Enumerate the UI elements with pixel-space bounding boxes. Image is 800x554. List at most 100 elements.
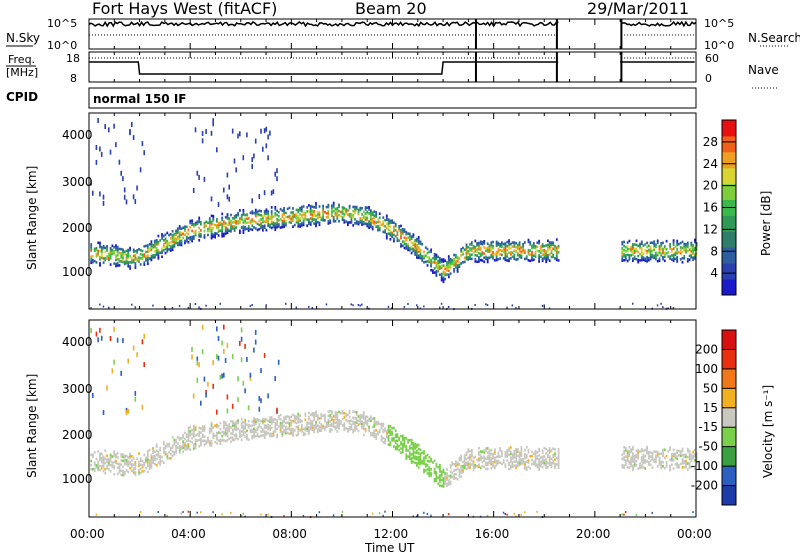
echo-cell <box>99 241 101 245</box>
echo-cell <box>451 475 454 479</box>
echo-cell <box>632 259 634 262</box>
echo-cell <box>146 470 149 474</box>
echo-cell <box>277 215 280 218</box>
echo-cell <box>281 426 284 429</box>
echo-cell <box>207 229 209 233</box>
echo-cell <box>270 420 273 423</box>
echo-cell <box>341 409 344 413</box>
echo-cell <box>168 442 170 446</box>
echo-cell <box>95 145 98 150</box>
echo-cell <box>640 458 643 461</box>
echo-cell <box>458 458 461 462</box>
echo-cell <box>456 461 459 465</box>
echo-cell <box>428 260 431 264</box>
echo-cell <box>672 259 675 263</box>
echo-cell <box>394 235 397 238</box>
echo-cell <box>460 247 463 251</box>
echo-cell <box>417 460 420 463</box>
echo-cell <box>513 450 516 453</box>
echo-cell <box>419 460 422 464</box>
echo-cell <box>288 416 291 419</box>
echo-cell <box>185 225 188 229</box>
echo-cell <box>240 438 243 441</box>
echo-cell <box>485 257 487 261</box>
echo-cell <box>417 458 420 461</box>
colorbar-swatch <box>722 349 736 370</box>
echo-cell <box>456 260 459 263</box>
echo-cell <box>511 241 514 244</box>
echo-cell <box>306 429 309 432</box>
echo-cell <box>478 463 480 466</box>
echo-cell <box>458 265 461 268</box>
echo-cell <box>191 219 193 222</box>
echo-cell <box>267 218 270 221</box>
echo-cell <box>552 447 555 450</box>
echo-cell <box>683 248 686 252</box>
echo-cell <box>474 260 477 263</box>
echo-cell <box>655 460 657 464</box>
echo-cell <box>108 457 110 461</box>
echo-cell <box>493 252 496 256</box>
echo-cell <box>219 223 222 226</box>
echo-cell <box>538 453 540 457</box>
echo-cell <box>155 463 158 467</box>
echo-cell <box>515 515 517 518</box>
echo-cell <box>348 428 351 431</box>
echo-cell <box>417 462 420 465</box>
echo-cell <box>309 425 312 429</box>
echo-cell <box>309 223 312 226</box>
echo-cell <box>439 474 441 477</box>
echo-cell <box>221 212 224 216</box>
echo-cell <box>676 461 679 465</box>
echo-cell <box>173 239 176 242</box>
echo-cell <box>373 419 376 422</box>
echo-cell <box>640 460 643 463</box>
echo-cell <box>417 242 420 245</box>
echo-cell <box>300 224 303 227</box>
echo-cell <box>465 463 468 467</box>
echo-cell <box>265 126 268 132</box>
echo-cell <box>389 221 392 225</box>
echo-cell <box>131 465 133 468</box>
echo-cell <box>102 465 105 469</box>
echo-cell <box>426 472 429 475</box>
echo-cell <box>373 425 376 428</box>
x-tick-label: 00:00 <box>70 527 105 541</box>
echo-cell <box>131 261 133 264</box>
echo-cell <box>632 448 634 451</box>
echo-cell <box>180 243 183 247</box>
echo-cell <box>412 452 415 455</box>
echo-cell <box>148 257 151 260</box>
echo-cell <box>407 449 409 452</box>
echo-cell <box>688 466 691 469</box>
echo-cell <box>536 451 539 454</box>
echo-cell <box>458 456 461 460</box>
echo-cell <box>387 424 390 428</box>
echo-cell <box>132 467 135 470</box>
echo-cell <box>524 465 526 468</box>
echo-cell <box>435 272 438 275</box>
power-panel: 4000 3000 2000 1000 Slant Range [km] 282… <box>25 112 773 311</box>
echo-cell <box>246 215 248 218</box>
echo-cell <box>396 443 399 447</box>
echo-cell <box>686 258 689 261</box>
echo-cell <box>683 455 686 459</box>
echo-cell <box>354 211 356 215</box>
echo-cell <box>102 469 105 473</box>
echo-cell <box>658 245 661 248</box>
echo-cell <box>313 428 316 432</box>
echo-cell <box>155 241 158 244</box>
echo-cell <box>423 305 425 308</box>
echo-cell <box>440 474 443 478</box>
echo-cell <box>152 461 154 465</box>
echo-cell <box>520 460 523 464</box>
colorbar-swatch <box>722 215 736 232</box>
echo-cell <box>364 218 367 221</box>
echo-cell <box>129 246 131 250</box>
echo-cell <box>509 251 512 254</box>
echo-cell <box>362 411 365 414</box>
echo-cell <box>662 257 664 261</box>
echo-cell <box>626 451 629 455</box>
echo-cell <box>277 223 280 226</box>
echo-cell <box>651 466 654 469</box>
